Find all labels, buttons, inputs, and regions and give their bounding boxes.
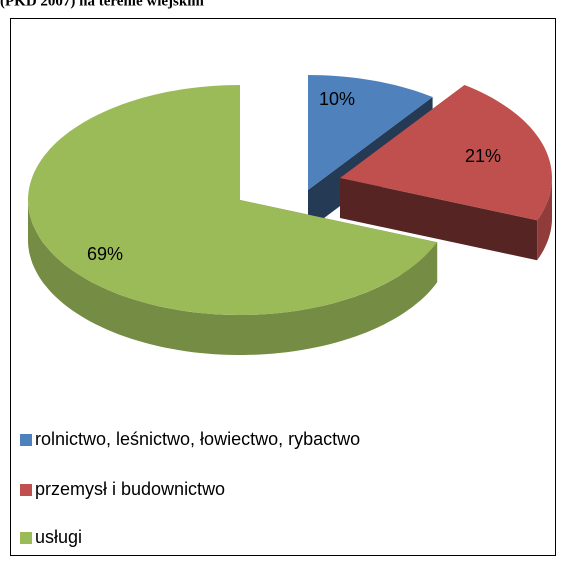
data-label: 10% — [319, 89, 355, 109]
data-label: 21% — [465, 146, 501, 166]
slice-side — [28, 200, 438, 355]
data-label: 69% — [87, 244, 123, 264]
legend-label: rolnictwo, leśnictwo, łowiectwo, rybactw… — [35, 429, 360, 449]
legend-label: przemysł i budownictwo — [35, 479, 225, 499]
pie: 10% 21% 69% — [28, 75, 552, 355]
slice — [28, 85, 438, 315]
legend: rolnictwo, leśnictwo, łowiectwo, rybactw… — [20, 429, 360, 547]
chart-title: (PKD 2007) na terenie wiejskim — [0, 0, 204, 9]
legend-swatch — [20, 532, 32, 544]
slice-side — [537, 178, 552, 261]
slice — [308, 75, 433, 190]
slice — [340, 85, 552, 221]
slice-wall — [340, 178, 538, 261]
legend-swatch — [20, 484, 32, 496]
legend-label: usługi — [35, 527, 82, 547]
legend-swatch — [20, 434, 32, 446]
